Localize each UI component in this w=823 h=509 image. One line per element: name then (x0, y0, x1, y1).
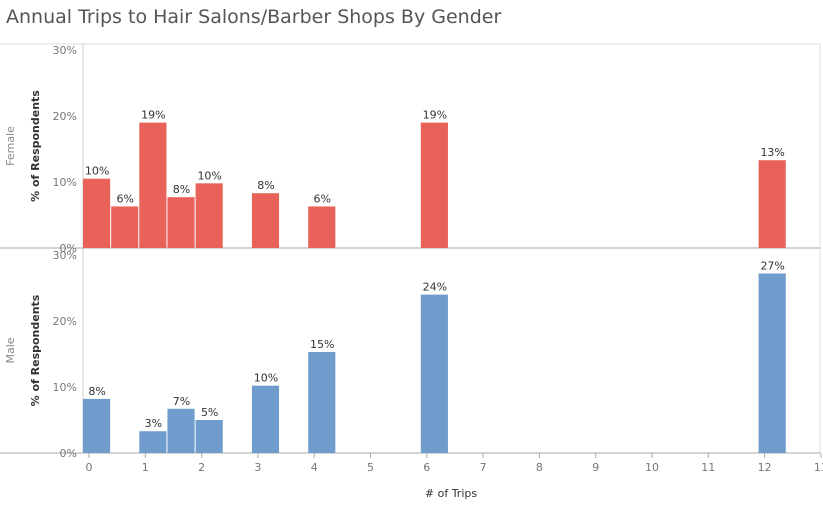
female-panel: Female % of Respondents 0% 10% 20% 30% 10% 6% 19… (0, 44, 820, 255)
x-tick-label: 10 (645, 461, 659, 474)
male-bar (251, 385, 280, 453)
male-bar-label: 15% (310, 338, 334, 351)
y-tick-label: 20% (53, 110, 77, 123)
male-bar (758, 273, 786, 453)
female-bar (758, 160, 786, 248)
female-bar (111, 206, 139, 248)
y-tick-label: 10% (53, 176, 77, 189)
male-bar-label: 3% (145, 417, 162, 430)
male-bar-label: 7% (173, 395, 190, 408)
y-tick-label: 30% (53, 249, 77, 262)
female-bar (83, 178, 111, 248)
x-axis: 012345678910111213 (86, 453, 823, 474)
male-panel-label: Male (4, 337, 17, 363)
female-y-axis-title: % of Respondents (29, 90, 42, 202)
female-bar (308, 206, 336, 248)
male-bar-label: 5% (201, 406, 218, 419)
male-panel: Male % of Respondents 0% 10% 20% 30% 8% 3% 7% 5% 1… (0, 249, 820, 460)
x-tick-label: 2 (198, 461, 205, 474)
female-bar-label: 8% (257, 179, 274, 192)
male-bar (195, 420, 223, 453)
x-tick-label: 11 (701, 461, 715, 474)
female-bar-label: 19% (141, 109, 165, 122)
female-bar (251, 193, 280, 248)
y-tick-label: 10% (53, 381, 77, 394)
male-bar (420, 294, 448, 453)
x-tick-label: 13 (814, 461, 823, 474)
female-bar-label: 19% (423, 109, 447, 122)
female-bar-label: 6% (116, 192, 133, 205)
female-bar-label: 10% (197, 169, 221, 182)
male-bar-label: 10% (254, 372, 278, 385)
female-panel-label: Female (4, 126, 17, 166)
x-tick-label: 8 (536, 461, 543, 474)
x-tick-label: 6 (423, 461, 430, 474)
male-bar-label: 8% (88, 385, 105, 398)
x-tick-label: 0 (86, 461, 93, 474)
female-bar-label: 6% (314, 192, 331, 205)
x-tick-label: 3 (254, 461, 261, 474)
chart-panels: Female % of Respondents 0% 10% 20% 30% 10% 6% 19… (0, 44, 820, 460)
female-bar (139, 122, 167, 248)
y-tick-label: 0% (60, 447, 77, 460)
x-tick-label: 9 (592, 461, 599, 474)
x-axis-title: # of Trips (425, 487, 477, 500)
chart-title: Annual Trips to Hair Salons/Barber Shops… (6, 6, 502, 28)
female-bar (167, 197, 195, 248)
male-bar (83, 398, 111, 453)
x-tick-label: 7 (480, 461, 487, 474)
female-bar (420, 122, 448, 248)
male-bar (308, 352, 336, 453)
female-bar-label: 13% (760, 146, 784, 159)
x-tick-label: 12 (758, 461, 772, 474)
y-tick-label: 0% (60, 242, 77, 255)
male-y-axis-title: % of Respondents (29, 294, 42, 406)
male-bar (139, 431, 167, 453)
female-bar (195, 183, 223, 248)
male-bar (167, 408, 195, 453)
x-tick-label: 5 (367, 461, 374, 474)
y-tick-label: 30% (53, 44, 77, 57)
female-bar-label: 10% (85, 165, 109, 178)
y-tick-label: 20% (53, 315, 77, 328)
x-tick-label: 1 (142, 461, 149, 474)
male-bar-label: 24% (423, 281, 447, 294)
female-bar-label: 8% (173, 183, 190, 196)
x-tick-label: 4 (311, 461, 318, 474)
male-bar-label: 27% (760, 259, 784, 272)
